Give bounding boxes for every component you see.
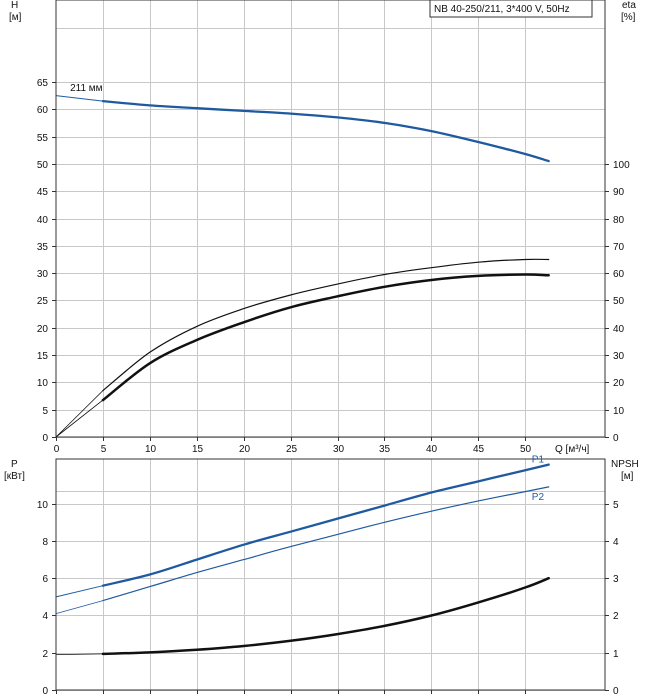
curve-annotation: 211 мм: [70, 83, 103, 94]
right-tick-label: 20: [613, 378, 625, 389]
title-box: [429, 0, 593, 18]
right-tick-label: 40: [613, 324, 625, 335]
right-tick-label: 10: [613, 406, 625, 417]
left-tick-label: 35: [37, 242, 49, 253]
curve-annotation: P2: [532, 492, 545, 503]
bottom-panel-grid: [56, 459, 605, 691]
curve-series: [101, 463, 550, 587]
curve-series: [55, 390, 104, 438]
right-tick-label: 0: [613, 433, 619, 444]
left-tick-label: 30: [37, 269, 49, 280]
right-tick-label: 60: [613, 269, 625, 280]
left-tick-label: 8: [42, 537, 48, 548]
left-tick-label: 4: [42, 611, 48, 622]
right-tick-label: 2: [613, 611, 619, 622]
npsh-axis-unit: [м]: [621, 471, 634, 482]
right-tick-label: 70: [613, 242, 625, 253]
right-tick-label: 0: [613, 686, 619, 697]
x-tick-label: 0: [54, 444, 60, 455]
x-tick-label: 50: [520, 444, 532, 455]
p-axis-name: P: [11, 459, 18, 470]
right-tick-label: 50: [613, 296, 625, 307]
x-tick-label: 40: [426, 444, 438, 455]
curve-series: [55, 399, 104, 438]
x-tick-label: 20: [239, 444, 251, 455]
right-tick-label: 5: [613, 500, 619, 511]
h-axis-unit: [м]: [9, 12, 22, 23]
left-tick-label: 55: [37, 133, 49, 144]
right-tick-label: 4: [613, 537, 619, 548]
right-tick-label: 3: [613, 574, 619, 585]
left-tick-label: 6: [42, 574, 48, 585]
curve-series: [55, 95, 104, 102]
top-panel-frame: [55, 0, 606, 438]
left-tick-label: 20: [37, 324, 49, 335]
h-axis-name: H: [11, 0, 18, 11]
left-tick-label: 50: [37, 160, 49, 171]
curve-series: [55, 653, 104, 655]
right-tick-label: 80: [613, 215, 625, 226]
left-tick-label: 2: [42, 649, 48, 660]
x-tick-label: 30: [333, 444, 345, 455]
bottom-panel-frame: [55, 458, 606, 691]
npsh-axis-name: NPSH: [611, 459, 639, 470]
left-tick-label: 10: [37, 500, 49, 511]
eta-axis-unit: [%]: [621, 12, 636, 23]
top-panel-curves: [55, 95, 550, 438]
left-tick-label: 60: [37, 105, 49, 116]
left-tick-label: 15: [37, 351, 49, 362]
curve-series: [101, 576, 550, 656]
curve-series: [101, 99, 550, 163]
right-tick-label: 90: [613, 187, 625, 198]
bottom-panel-curves: [55, 463, 550, 656]
left-tick-label: 65: [37, 78, 49, 89]
curve-series: [102, 258, 550, 392]
eta-axis-name: eta: [622, 0, 636, 11]
x-tick-label: 15: [192, 444, 204, 455]
x-tick-label: 25: [286, 444, 298, 455]
bottom-panel-ticks: 0 2 4 6 8 10 0 1 2 3 4 5 P1 P2: [37, 455, 619, 697]
x-tick-label: 5: [101, 444, 107, 455]
x-tick-label: 35: [379, 444, 391, 455]
p-axis-unit: [кВт]: [4, 471, 25, 482]
curve-series: [101, 273, 550, 402]
left-tick-label: 25: [37, 296, 49, 307]
right-tick-label: 1: [613, 649, 619, 660]
q-axis-label: Q [м³/ч]: [555, 444, 590, 455]
left-tick-label: 45: [37, 187, 49, 198]
left-tick-label: 0: [42, 433, 48, 444]
left-tick-label: 0: [42, 686, 48, 697]
curve-series: [55, 600, 104, 614]
title-box-text: NB 40-250/211, 3*400 V, 50Hz: [434, 4, 570, 15]
right-tick-label: 30: [613, 351, 625, 362]
curve-annotation: P1: [532, 455, 545, 466]
left-tick-label: 5: [42, 406, 48, 417]
left-tick-label: 10: [37, 378, 49, 389]
curve-series: [102, 486, 550, 602]
x-tick-label: 10: [145, 444, 157, 455]
top-panel-grid: [56, 0, 605, 438]
x-tick-label: 45: [473, 444, 485, 455]
top-panel-ticks: 0510152025303540455055606501020304050607…: [37, 78, 630, 455]
left-tick-label: 40: [37, 215, 49, 226]
curve-series: [55, 585, 104, 598]
right-tick-label: 100: [613, 160, 630, 171]
